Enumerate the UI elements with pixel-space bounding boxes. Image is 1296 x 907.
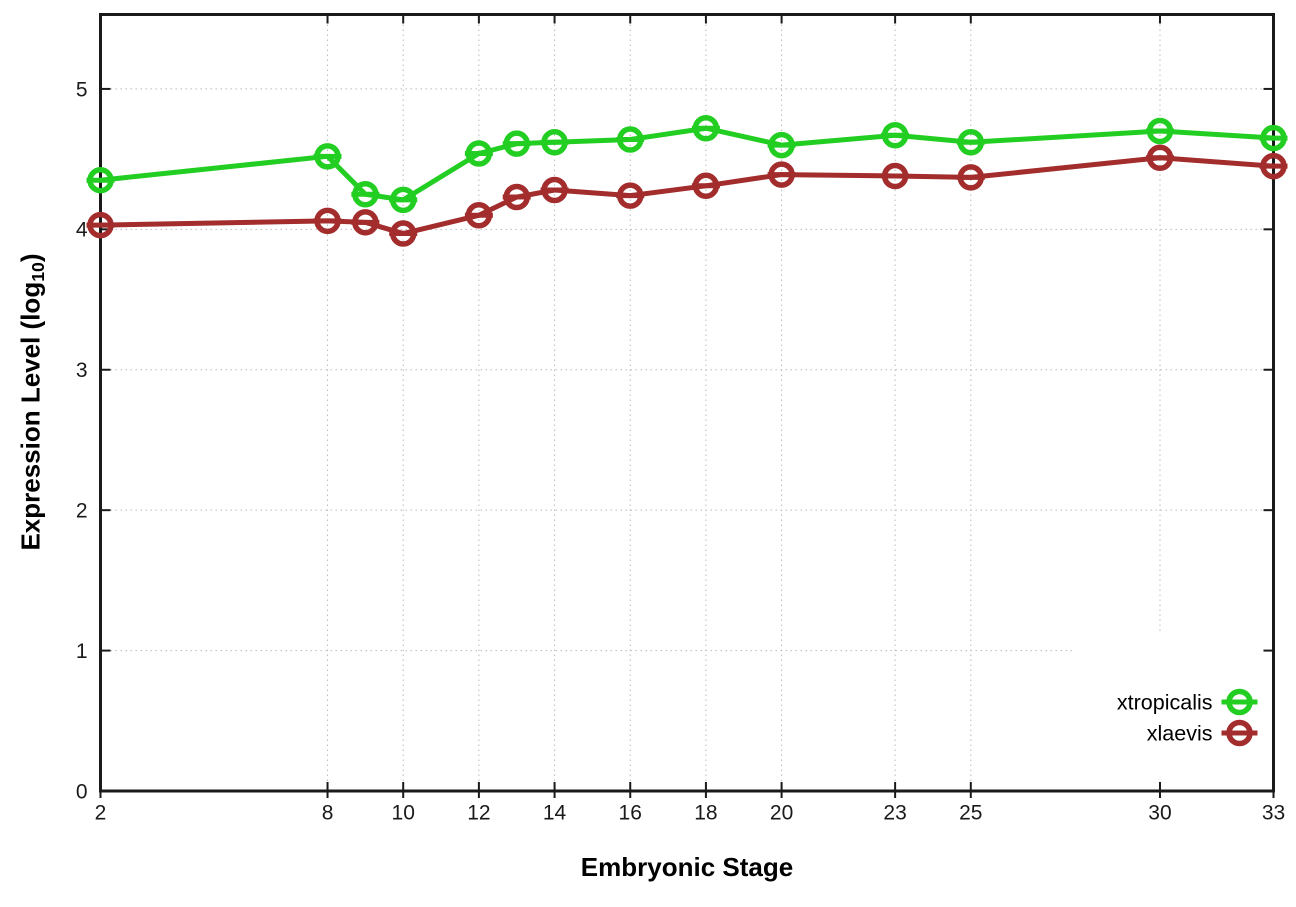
legend-label: xlaevis — [1147, 722, 1213, 746]
data-point-marker — [87, 211, 114, 239]
data-point-marker — [503, 183, 530, 211]
legend-item-xlaevis: xlaevis — [1147, 719, 1258, 747]
series-xtropicalis — [86, 114, 1288, 214]
legend-item-xtropicalis: xtropicalis — [1117, 688, 1258, 716]
data-point-marker — [1146, 144, 1174, 171]
data-point-marker — [465, 140, 493, 167]
data-point-marker — [881, 162, 909, 190]
x-tick-label: 23 — [883, 801, 906, 824]
data-point-marker — [314, 143, 341, 170]
x-tick-label: 18 — [694, 801, 717, 824]
plot-border — [99, 13, 1275, 793]
data-point-marker — [352, 180, 379, 208]
data-point-marker — [1146, 117, 1174, 145]
legend: xtropicalis xlaevis — [1117, 688, 1258, 747]
legend-sample-marker — [1226, 719, 1253, 747]
x-tick-label: 14 — [543, 801, 567, 824]
y-tick-label: 5 — [76, 78, 88, 101]
data-point-marker — [389, 220, 417, 247]
data-point-marker — [314, 207, 341, 235]
y-axis-title: Expression Level (log10) — [15, 253, 48, 551]
y-tick-label: 4 — [76, 219, 88, 242]
data-point-marker — [957, 129, 985, 156]
x-tick-label: 2 — [95, 801, 107, 824]
data-point-marker — [352, 209, 379, 236]
data-point-marker — [503, 130, 530, 157]
x-tick-label: 30 — [1148, 801, 1171, 824]
y-axis-title-subscript: 10 — [27, 262, 48, 282]
data-point-marker — [541, 129, 568, 156]
data-point-marker — [768, 161, 795, 188]
x-tick-label: 33 — [1262, 801, 1285, 824]
data-point-marker — [881, 122, 909, 149]
series-line — [98, 155, 1276, 237]
data-point-marker — [957, 164, 985, 191]
data-point-marker — [1260, 152, 1287, 180]
y-axis-title-close: ) — [15, 253, 46, 263]
y-tick-labels: 0 1 2 3 4 5 — [76, 78, 88, 803]
x-axis-title: Embryonic Stage — [580, 852, 794, 882]
tick-marks — [99, 14, 1275, 798]
data-point-marker — [616, 182, 644, 209]
data-point-marker — [87, 166, 114, 194]
x-tick-label: 8 — [322, 801, 334, 824]
x-tick-label: 16 — [619, 801, 642, 824]
data-point-marker — [692, 114, 720, 142]
legend-label: xtropicalis — [1117, 691, 1213, 715]
gridlines — [100, 14, 1274, 791]
x-tick-label: 12 — [467, 801, 490, 824]
y-axis-title-main: Expression Level (log — [15, 281, 46, 551]
y-tick-label: 0 — [76, 780, 88, 803]
x-tick-label: 25 — [959, 801, 982, 824]
data-point-marker — [692, 172, 720, 200]
y-tick-label: 2 — [76, 500, 88, 523]
y-tick-label: 1 — [76, 640, 88, 663]
x-tick-labels: 2 8 10 12 14 16 18 20 23 25 30 33 — [95, 801, 1286, 824]
data-point-marker — [465, 202, 493, 229]
data-point-marker — [541, 176, 568, 204]
data-point-marker — [389, 186, 417, 214]
legend-sample-marker — [1226, 688, 1253, 716]
data-point-marker — [768, 131, 795, 159]
y-tick-label: 3 — [76, 359, 88, 382]
data-point-marker — [1260, 124, 1287, 152]
x-tick-label: 20 — [770, 801, 793, 824]
series-xlaevis — [86, 144, 1288, 247]
data-point-marker — [616, 126, 644, 153]
x-tick-label: 10 — [392, 801, 415, 824]
